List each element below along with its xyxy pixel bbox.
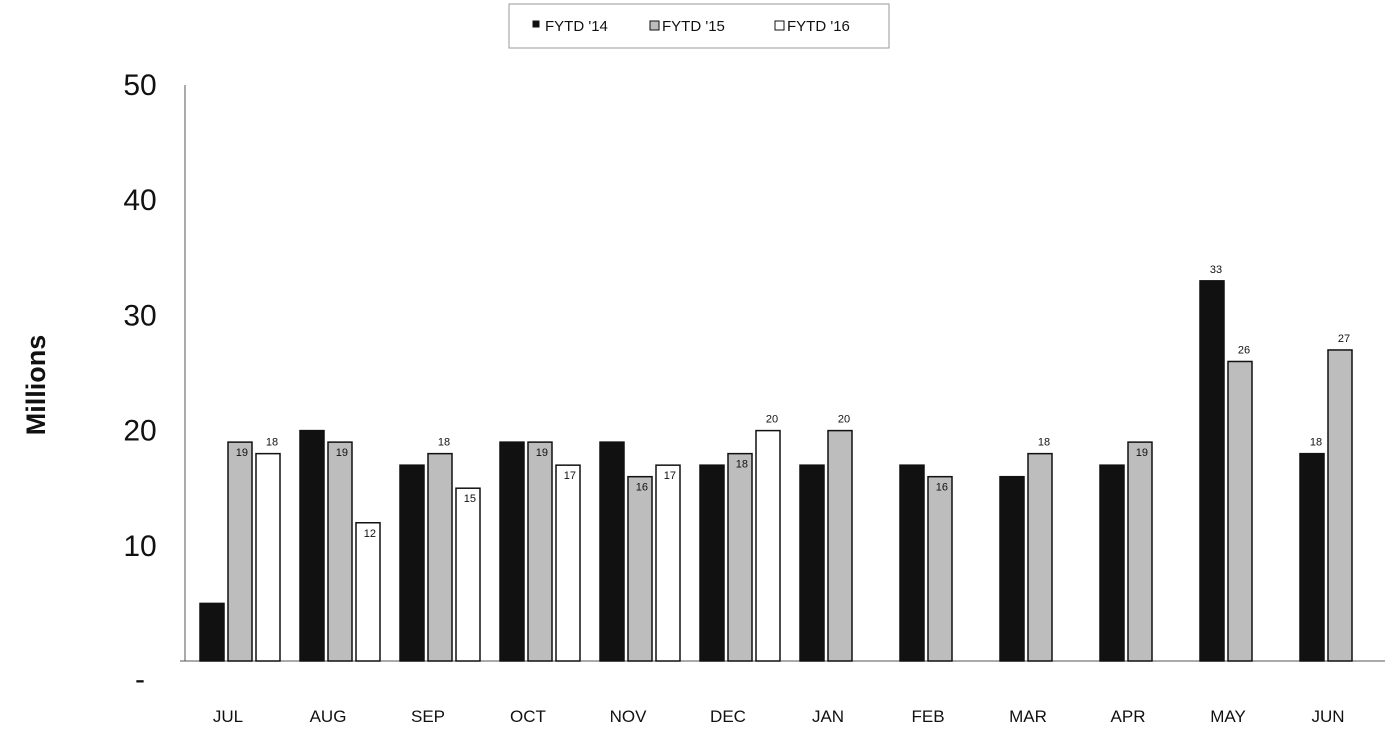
bar-feb-series-2 bbox=[927, 475, 953, 662]
bar-aug-series-3 bbox=[355, 522, 381, 662]
x-tick-label-nov: NOV bbox=[610, 707, 648, 726]
bar-jul-series-1 bbox=[199, 602, 225, 662]
data-label-oct-series-2: 19 bbox=[536, 447, 548, 459]
x-tick-label-oct: OCT bbox=[510, 707, 546, 726]
y-tick-label-5: 50 bbox=[123, 69, 156, 102]
y-tick-label-3: 30 bbox=[123, 299, 156, 332]
x-tick-label-may: MAY bbox=[1210, 707, 1246, 726]
bar-may-series-2 bbox=[1227, 360, 1253, 662]
data-label-nov-series-2: 16 bbox=[636, 482, 648, 494]
legend: FYTD '14 FYTD '15 FYTD '16 bbox=[508, 3, 890, 49]
legend-swatch-series-1 bbox=[532, 20, 540, 28]
bar-nov-series-3 bbox=[655, 464, 681, 662]
bar-jan-series-1 bbox=[799, 464, 825, 662]
data-label-jul-series-3: 18 bbox=[266, 437, 278, 449]
x-tick-label-dec: DEC bbox=[710, 707, 746, 726]
y-tick-label-4: 40 bbox=[123, 184, 156, 217]
y-axis: - 10 20 30 40 50 bbox=[123, 69, 1385, 696]
bars: 19 18 19 12 18 15 19 17 16 17 18 20 20 16 18 19 33 26 18 27 bbox=[199, 264, 1353, 662]
data-label-sep-series-3: 15 bbox=[464, 493, 476, 505]
legend-label-series-3: FYTD '16 bbox=[787, 18, 850, 35]
bar-may-series-1 bbox=[1199, 280, 1225, 662]
bar-dec-series-1 bbox=[699, 464, 725, 662]
x-tick-label-mar: MAR bbox=[1009, 707, 1047, 726]
y-tick-label-0: - bbox=[135, 663, 145, 696]
bar-dec-series-2 bbox=[727, 452, 753, 662]
bar-oct-series-3 bbox=[555, 464, 581, 662]
y-tick-label-2: 20 bbox=[123, 415, 156, 448]
data-label-jul-series-2: 19 bbox=[236, 447, 248, 459]
data-label-nov-series-3: 17 bbox=[664, 470, 676, 482]
x-tick-label-feb: FEB bbox=[911, 707, 944, 726]
bar-jul-series-3 bbox=[255, 452, 281, 662]
x-tick-label-jun: JUN bbox=[1311, 707, 1344, 726]
bar-feb-series-1 bbox=[899, 464, 925, 662]
data-label-aug-series-3: 12 bbox=[364, 528, 376, 540]
bar-apr-series-1 bbox=[1099, 464, 1125, 662]
data-label-oct-series-3: 17 bbox=[564, 470, 576, 482]
bar-sep-series-2 bbox=[427, 452, 453, 662]
data-label-jun-series-1: 18 bbox=[1310, 437, 1322, 449]
bar-apr-series-2 bbox=[1127, 441, 1153, 662]
bar-nov-series-1 bbox=[599, 441, 625, 662]
data-label-jun-series-2: 27 bbox=[1338, 333, 1350, 345]
data-label-feb-series-2: 16 bbox=[936, 482, 948, 494]
bar-sep-series-1 bbox=[399, 464, 425, 662]
legend-label-series-1: FYTD '14 bbox=[545, 18, 608, 35]
bar-dec-series-3 bbox=[755, 429, 781, 662]
data-label-aug-series-2: 19 bbox=[336, 447, 348, 459]
bar-mar-series-1 bbox=[999, 475, 1025, 662]
bar-oct-series-2 bbox=[527, 441, 553, 662]
bar-aug-series-2 bbox=[327, 441, 353, 662]
data-label-sep-series-2: 18 bbox=[438, 437, 450, 449]
bar-jun-series-2 bbox=[1327, 349, 1353, 662]
legend-label-series-2: FYTD '15 bbox=[662, 18, 725, 35]
bar-jun-series-1 bbox=[1299, 452, 1325, 662]
data-label-dec-series-2: 18 bbox=[736, 459, 748, 471]
legend-box bbox=[508, 3, 890, 49]
x-tick-label-aug: AUG bbox=[310, 707, 347, 726]
bar-sep-series-3 bbox=[455, 487, 481, 662]
data-label-dec-series-3: 20 bbox=[766, 414, 778, 426]
x-axis: JUL AUG SEP OCT NOV DEC JAN FEB MAR APR MAY JUN bbox=[213, 707, 1345, 726]
legend-swatch-series-2 bbox=[649, 20, 660, 31]
bar-jul-series-2 bbox=[227, 441, 253, 662]
bar-mar-series-2 bbox=[1027, 452, 1053, 662]
x-tick-label-apr: APR bbox=[1111, 707, 1146, 726]
y-tick-label-1: 10 bbox=[123, 530, 156, 563]
bar-aug-series-1 bbox=[299, 429, 325, 662]
bar-oct-series-1 bbox=[499, 441, 525, 662]
x-tick-label-sep: SEP bbox=[411, 707, 445, 726]
data-label-may-series-1: 33 bbox=[1210, 264, 1222, 276]
bar-jan-series-2 bbox=[827, 429, 853, 662]
legend-swatch-series-3 bbox=[774, 20, 785, 31]
data-label-mar-series-2: 18 bbox=[1038, 437, 1050, 449]
x-tick-label-jan: JAN bbox=[812, 707, 844, 726]
x-tick-label-jul: JUL bbox=[213, 707, 243, 726]
y-axis-label: Millions bbox=[21, 335, 51, 436]
data-label-may-series-2: 26 bbox=[1238, 344, 1250, 356]
bar-nov-series-2 bbox=[627, 475, 653, 662]
data-label-jan-series-2: 20 bbox=[838, 414, 850, 426]
data-label-apr-series-2: 19 bbox=[1136, 447, 1148, 459]
